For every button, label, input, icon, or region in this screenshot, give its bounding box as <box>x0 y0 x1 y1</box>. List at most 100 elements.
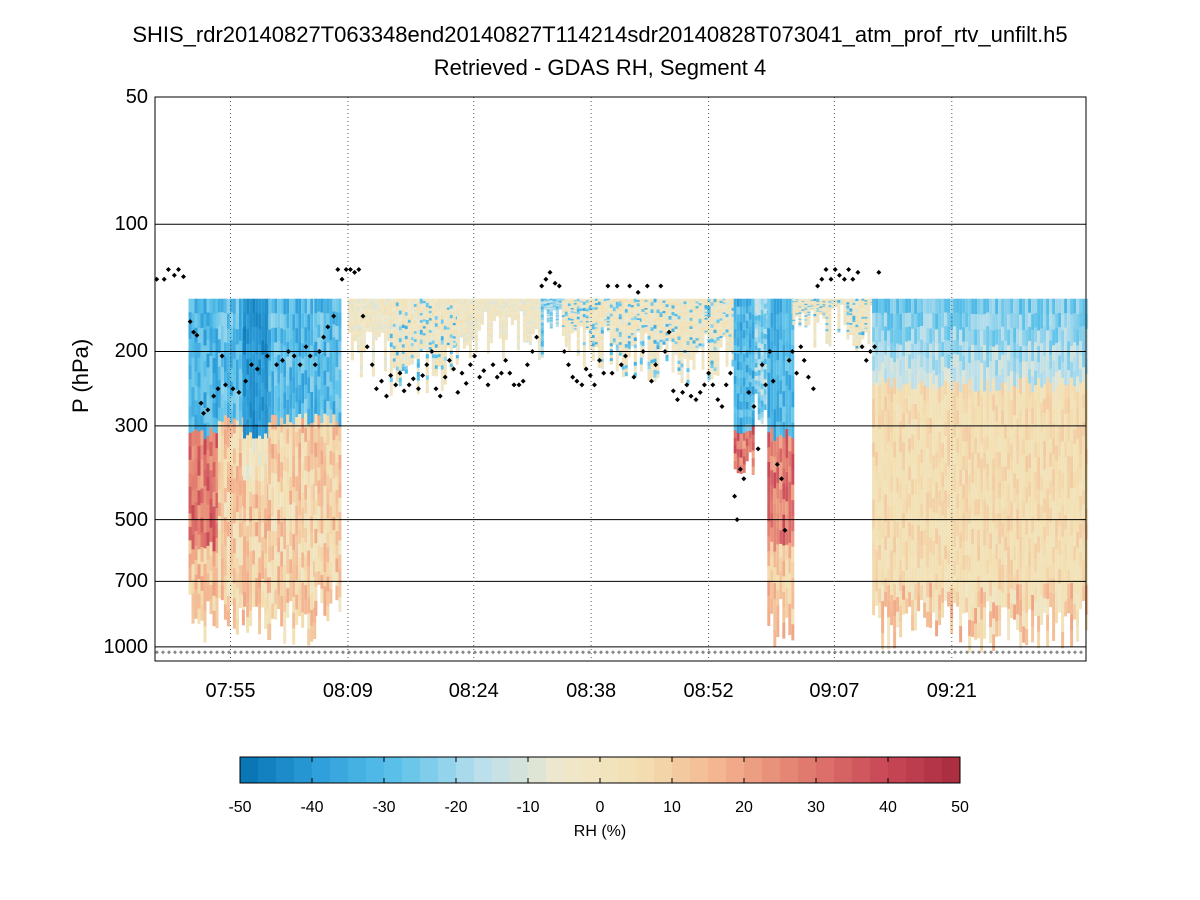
heat-cell <box>419 334 423 338</box>
heat-cell <box>194 589 198 605</box>
heat-cell <box>760 321 764 328</box>
heat-cell <box>725 329 729 334</box>
heat-cell <box>546 321 550 324</box>
heat-cell <box>434 368 438 373</box>
heat-cell <box>326 562 330 578</box>
heat-cell <box>389 325 393 330</box>
heat-cell <box>540 338 544 342</box>
heat-cell <box>380 304 384 307</box>
heat-cell <box>329 409 333 424</box>
heat-cell <box>773 614 777 632</box>
heat-cell <box>531 311 535 314</box>
heat-cell <box>630 311 634 315</box>
heat-cell <box>576 301 580 305</box>
heat-cell <box>822 302 826 304</box>
heat-cell <box>283 376 287 394</box>
heat-cell <box>226 595 230 612</box>
heat-cell <box>226 462 230 478</box>
heat-cell <box>825 321 829 324</box>
heat-cell <box>498 304 502 307</box>
heat-cell <box>338 426 342 442</box>
heat-cell <box>606 304 610 307</box>
heat-cell <box>754 363 758 368</box>
heat-cell <box>347 298 351 301</box>
heat-cell <box>680 321 684 326</box>
heat-cell <box>277 369 281 384</box>
heat-cell <box>468 317 472 321</box>
heat-cell <box>317 532 321 546</box>
heat-cell <box>197 387 201 403</box>
heat-cell <box>585 311 589 314</box>
heat-cell <box>788 466 792 483</box>
heat-cell <box>804 316 808 319</box>
heat-cell <box>292 361 296 378</box>
heat-cell <box>748 396 752 404</box>
heat-cell <box>692 298 696 303</box>
heat-cell <box>392 314 396 319</box>
heat-cell <box>825 298 829 302</box>
heat-cell <box>264 523 268 539</box>
heat-cell <box>252 424 256 440</box>
heat-cell <box>353 302 357 305</box>
heat-cell <box>531 317 535 320</box>
heat-cell <box>636 319 640 322</box>
heat-cell <box>392 301 396 306</box>
heat-cell <box>567 322 571 326</box>
heat-cell <box>410 357 414 362</box>
heat-cell <box>410 301 414 306</box>
heat-cell <box>846 333 850 336</box>
heat-cell <box>615 351 619 356</box>
heat-cell <box>329 464 333 480</box>
heat-cell <box>413 317 417 321</box>
heat-cell <box>813 320 817 324</box>
heat-cell <box>582 357 586 362</box>
heat-cell <box>633 330 637 335</box>
heat-cell <box>368 317 372 320</box>
heat-cell <box>641 330 645 334</box>
heat-cell <box>819 298 823 300</box>
heat-cell <box>459 317 463 321</box>
heat-cell <box>246 601 250 618</box>
heat-cell <box>537 309 541 314</box>
heat-cell <box>471 317 475 320</box>
heat-cell <box>525 312 529 315</box>
heat-cell <box>413 331 417 335</box>
heat-cell <box>371 369 375 374</box>
heat-cell <box>452 303 456 306</box>
heat-cell <box>380 300 384 303</box>
heat-cell <box>477 305 481 308</box>
heat-cell <box>728 320 732 323</box>
heat-cell <box>641 314 645 318</box>
heat-cell <box>307 519 311 536</box>
heat-cell <box>380 329 384 332</box>
heat-cell <box>770 341 774 357</box>
heat-cell <box>597 348 601 353</box>
heat-cell <box>238 312 242 328</box>
heat-cell <box>739 370 743 379</box>
heat-cell <box>516 345 520 349</box>
heat-cell <box>264 298 268 315</box>
heat-cell <box>662 309 666 312</box>
heat-cell <box>277 524 281 539</box>
heat-cell <box>641 354 645 358</box>
heat-cell <box>452 318 456 322</box>
heat-cell <box>307 566 311 583</box>
heat-cell <box>585 307 589 310</box>
heat-cell <box>295 402 299 418</box>
heat-cell <box>229 368 233 383</box>
heat-cell <box>323 514 327 530</box>
heat-cell <box>326 606 330 622</box>
heat-cell <box>314 399 318 415</box>
heat-cell <box>615 311 619 316</box>
heat-cell <box>816 319 820 321</box>
heat-cell <box>644 308 648 311</box>
heat-cell <box>609 340 613 344</box>
heat-cell <box>624 302 628 307</box>
heat-cell <box>716 347 720 352</box>
heat-cell <box>206 463 210 478</box>
heat-cell <box>350 351 354 355</box>
heat-cell <box>217 298 221 313</box>
heat-cell <box>828 335 832 338</box>
heat-cell <box>389 338 393 344</box>
heat-cell <box>763 364 767 370</box>
